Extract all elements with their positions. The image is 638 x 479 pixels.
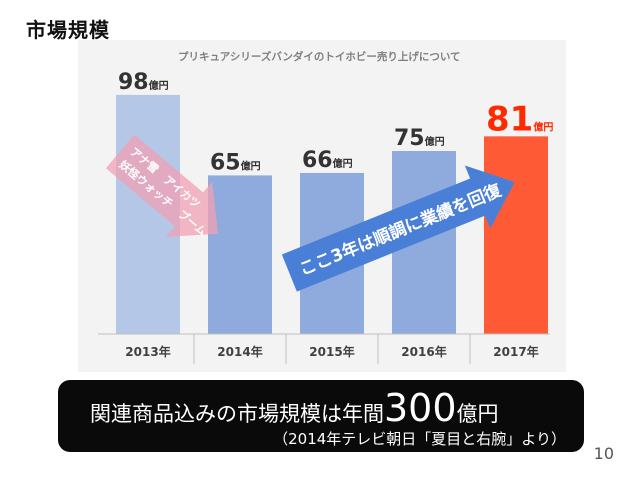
category-label-2015年: 2015年 <box>309 344 354 359</box>
category-label-2017年: 2017年 <box>493 344 538 359</box>
callout-text-pre: 関連商品込みの市場規模は年間 <box>90 402 384 426</box>
category-label-2013年: 2013年 <box>125 344 170 359</box>
callout-text-post: 億円 <box>456 402 499 426</box>
page-number: 10 <box>593 444 614 463</box>
value-label-2014年: 65億円 <box>210 150 261 175</box>
value-label-2016年: 75億円 <box>394 126 445 151</box>
chart-title: プリキュアシリーズバンダイのトイホビー売り上げについて <box>178 50 461 63</box>
value-label-2015年: 66億円 <box>302 148 353 173</box>
callout-source: （2014年テレビ朝日「夏目と右腕」より） <box>273 430 566 448</box>
category-label-2016年: 2016年 <box>401 344 446 359</box>
category-label-2014年: 2014年 <box>217 344 262 359</box>
bar-2017年 <box>484 136 548 334</box>
value-label-2013年: 98億円 <box>118 70 169 95</box>
callout-big-number: 300 <box>384 386 457 430</box>
chart-panel: プリキュアシリーズバンダイのトイホビー売り上げについて 2013年 2014年 20… <box>78 40 566 372</box>
bar-2014年 <box>208 175 272 334</box>
market-size-callout: 関連商品込みの市場規模は年間300億円 （2014年テレビ朝日「夏目と右腕」より… <box>58 380 584 452</box>
callout-headline: 関連商品込みの市場規模は年間300億円 <box>90 386 499 430</box>
slide-title: 市場規模 <box>26 18 110 42</box>
value-label-2017年: 81億円 <box>486 99 553 139</box>
bar-chart: プリキュアシリーズバンダイのトイホビー売り上げについて 2013年 2014年 20… <box>98 50 553 364</box>
